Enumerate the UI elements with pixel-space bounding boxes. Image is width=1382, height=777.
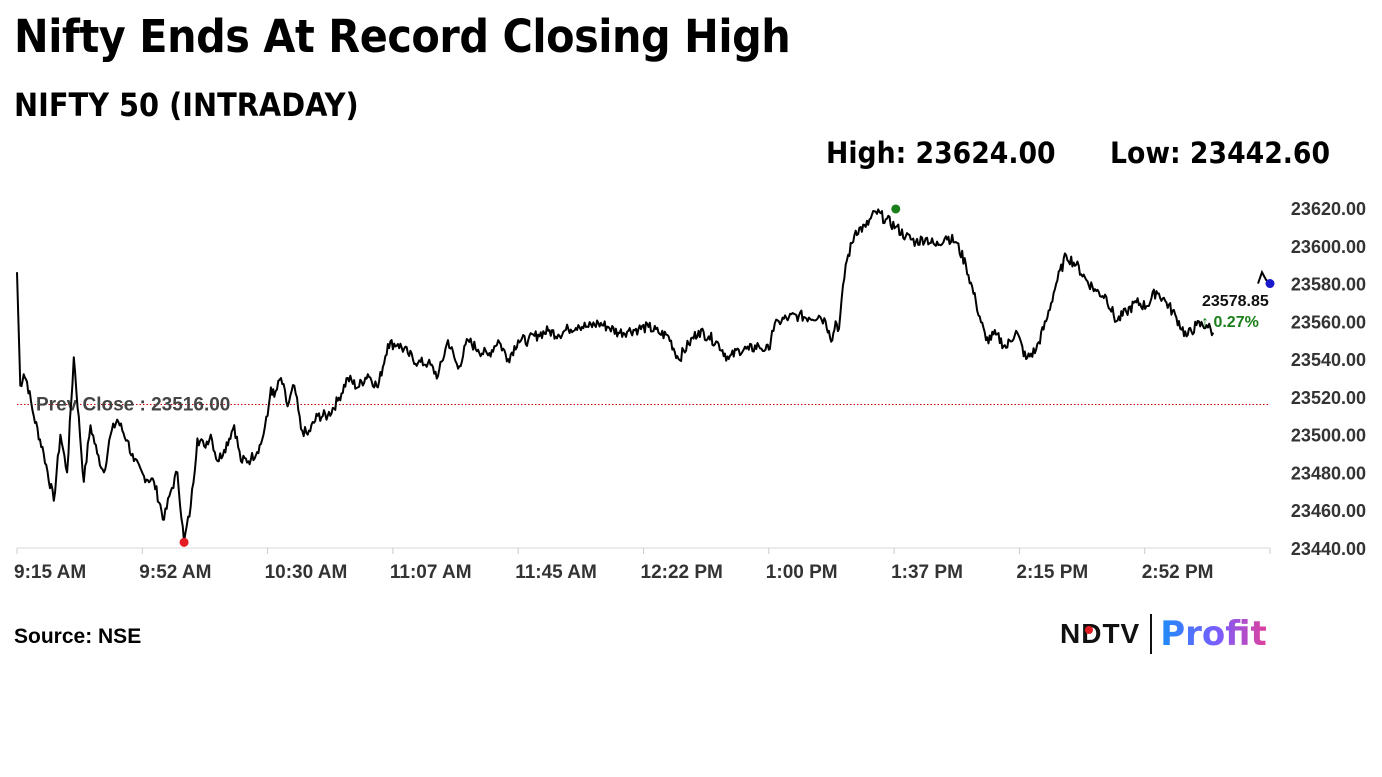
y-tick-label: 23600.00 [1291,237,1366,257]
y-tick-label: 23440.00 [1291,539,1366,559]
change-percent-label: ↑ 0.27% [1201,314,1259,331]
last-value-label: 23578.85 [1202,293,1269,310]
x-tick-label: 12:22 PM [641,562,723,583]
y-tick-label: 23480.00 [1291,463,1366,483]
day-low-label: Low: 23442.60 [1110,136,1331,170]
x-tick-label: 9:52 AM [139,562,211,583]
low-marker [179,537,189,547]
x-tick-label: 11:07 AM [390,562,472,583]
source-label: Source: NSE [14,625,142,648]
day-high-label: High: 23624.00 [826,136,1056,170]
page-title: Nifty Ends At Record Closing High [14,10,791,63]
last-price-marker [1265,279,1275,289]
price-series-line [16,208,1215,544]
logo-separator [1150,614,1153,654]
ndtv-profit-logo: NDTV Profit [1060,612,1267,656]
x-tick-label: 2:52 PM [1142,562,1214,583]
y-tick-label: 23500.00 [1291,426,1366,446]
high-marker [891,204,901,214]
x-tick-label: 11:45 AM [515,562,597,583]
y-tick-label: 23520.00 [1291,388,1366,408]
chart-subtitle: NIFTY 50 (INTRADAY) [14,86,359,124]
logo-profit: Profit [1160,614,1267,654]
logo-ndtv: NDTV [1060,618,1141,649]
intraday-line-chart: 9:15 AM 9:52 AM 10:30 AM 11:07 AM 11:45 AM 12… [14,199,1366,583]
y-tick-label: 23460.00 [1291,501,1366,521]
y-tick-label: 23580.00 [1291,275,1366,295]
prev-close-label: Prev Close : 23516.00 [36,394,230,415]
logo-red-dot-icon [1085,626,1093,634]
x-tick-label: 10:30 AM [265,562,348,583]
y-tick-label: 23540.00 [1291,350,1366,370]
x-tick-label: 9:15 AM [14,562,86,583]
chart-axes: 9:15 AM 9:52 AM 10:30 AM 11:07 AM 11:45 AM 12… [14,199,1366,583]
chart-marks: 23578.85 ↑ 0.27% [16,204,1275,547]
x-tick-label: 1:00 PM [766,562,838,583]
x-tick-label: 2:15 PM [1016,562,1088,583]
x-tick-label: 1:37 PM [891,562,963,583]
y-tick-label: 23620.00 [1291,199,1366,219]
y-tick-label: 23560.00 [1291,312,1366,332]
